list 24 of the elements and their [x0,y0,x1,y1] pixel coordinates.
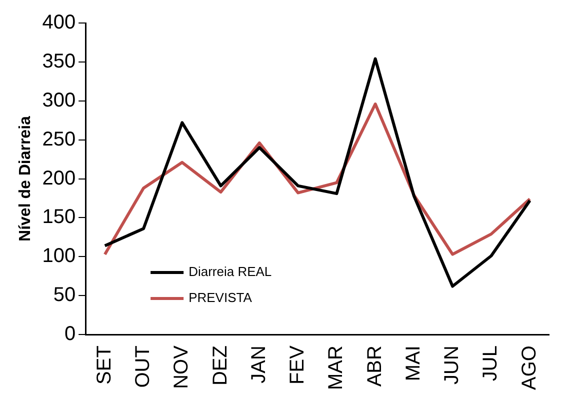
x-tick-label: JUN [441,346,464,384]
x-tick-label: OUT [132,346,154,388]
y-tick-label: 300 [42,89,76,112]
x-tick-label: ABR [364,346,386,387]
legend-label: PREVISTA [188,290,252,306]
y-tick-label: 150 [42,206,76,228]
y-tick-label: 50 [53,284,76,306]
x-tick-label: JUL [480,346,502,382]
y-tick-label: 400 [42,12,76,34]
x-tick-label: AGO [518,346,540,390]
x-tick-label: MAI [402,346,424,382]
x-tick-label: NOV [170,344,193,389]
y-tick-label: 0 [64,323,76,346]
x-tick-label: SET [93,346,116,384]
x-tick-label: MAR [325,346,348,390]
y-tick-label: 350 [42,50,76,72]
y-axis-title: Nível de Diarreia [17,116,34,242]
y-tick-label: 250 [42,128,76,150]
x-tick-label: FEV [286,344,309,384]
y-tick-label: 200 [42,167,76,190]
x-tick-label: JAN [248,346,270,384]
y-tick-label: 100 [42,245,76,268]
x-tick-label: DEZ [209,346,232,386]
legend-label: Diarreia REAL [188,264,272,280]
